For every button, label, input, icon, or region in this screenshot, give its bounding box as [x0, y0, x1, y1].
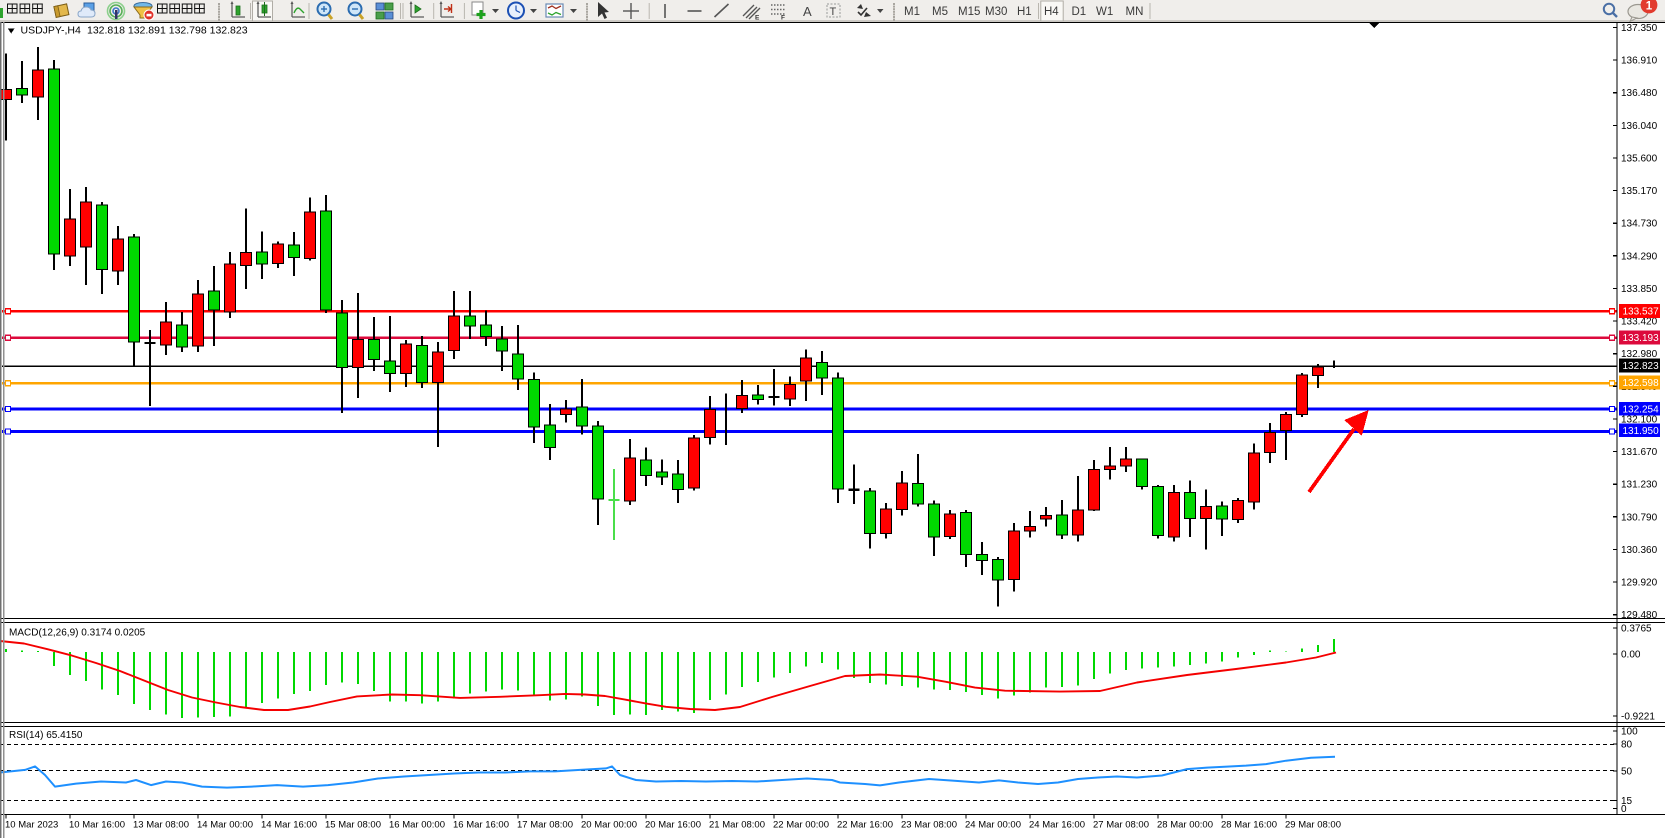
- svg-text:1: 1: [1646, 0, 1653, 12]
- svg-text:14 Mar 16:00: 14 Mar 16:00: [261, 820, 317, 831]
- svg-text:134.290: 134.290: [1621, 251, 1658, 262]
- svg-text:MN: MN: [1126, 6, 1144, 18]
- svg-text:17 Mar 08:00: 17 Mar 08:00: [517, 820, 573, 831]
- svg-text:132.598: 132.598: [1623, 378, 1660, 389]
- svg-text:10 Mar 2023: 10 Mar 2023: [5, 820, 58, 831]
- svg-text:21 Mar 08:00: 21 Mar 08:00: [709, 820, 765, 831]
- svg-text:133.420: 133.420: [1621, 317, 1658, 328]
- svg-text:29 Mar 08:00: 29 Mar 08:00: [1285, 820, 1341, 831]
- svg-text:T: T: [830, 6, 837, 18]
- svg-text:20 Mar 00:00: 20 Mar 00:00: [581, 820, 637, 831]
- svg-text:0.00: 0.00: [1621, 650, 1641, 661]
- svg-text:D1: D1: [1072, 6, 1087, 18]
- svg-text:136.480: 136.480: [1621, 88, 1658, 99]
- svg-text:135.600: 135.600: [1621, 153, 1658, 164]
- svg-text:28 Mar 16:00: 28 Mar 16:00: [1221, 820, 1277, 831]
- svg-text:10 Mar 16:00: 10 Mar 16:00: [69, 820, 125, 831]
- svg-text:129.920: 129.920: [1621, 578, 1658, 589]
- svg-text:USDJPY-,H4: USDJPY-,H4: [21, 25, 81, 37]
- svg-text:H4: H4: [1044, 6, 1059, 18]
- svg-text:14 Mar 00:00: 14 Mar 00:00: [197, 820, 253, 831]
- svg-text:100: 100: [1621, 727, 1638, 738]
- svg-text:134.730: 134.730: [1621, 219, 1658, 230]
- svg-text:0.3765: 0.3765: [1621, 624, 1652, 635]
- svg-text:M30: M30: [985, 6, 1007, 18]
- svg-text:136.040: 136.040: [1621, 121, 1658, 132]
- svg-text:0: 0: [1621, 804, 1627, 815]
- svg-text:132.254: 132.254: [1623, 404, 1660, 415]
- svg-text:130.790: 130.790: [1621, 512, 1658, 523]
- svg-text:16 Mar 16:00: 16 Mar 16:00: [453, 820, 509, 831]
- svg-text:E: E: [755, 15, 760, 22]
- svg-text:27 Mar 08:00: 27 Mar 08:00: [1093, 820, 1149, 831]
- svg-text:A: A: [803, 4, 812, 19]
- svg-text:16 Mar 00:00: 16 Mar 00:00: [389, 820, 445, 831]
- svg-text:F: F: [781, 15, 785, 22]
- svg-text:133.537: 133.537: [1623, 307, 1660, 318]
- svg-text:22 Mar 16:00: 22 Mar 16:00: [837, 820, 893, 831]
- svg-text:13 Mar 08:00: 13 Mar 08:00: [133, 820, 189, 831]
- svg-text:80: 80: [1621, 740, 1633, 751]
- svg-text:130.360: 130.360: [1621, 545, 1658, 556]
- svg-text:RSI(14) 65.4150: RSI(14) 65.4150: [9, 730, 83, 741]
- svg-text:50: 50: [1621, 767, 1633, 778]
- svg-text:20 Mar 16:00: 20 Mar 16:00: [645, 820, 701, 831]
- svg-text:136.910: 136.910: [1621, 56, 1658, 67]
- svg-text:MACD(12,26,9) 0.3174 0.0205: MACD(12,26,9) 0.3174 0.0205: [9, 628, 146, 639]
- svg-text:15: 15: [1621, 796, 1633, 807]
- svg-text:135.170: 135.170: [1621, 186, 1658, 197]
- svg-text:129.480: 129.480: [1621, 610, 1658, 621]
- svg-text:131.950: 131.950: [1623, 426, 1660, 437]
- svg-text:24 Mar 00:00: 24 Mar 00:00: [965, 820, 1021, 831]
- svg-text:132.100: 132.100: [1621, 414, 1658, 425]
- svg-text:28 Mar 00:00: 28 Mar 00:00: [1157, 820, 1213, 831]
- svg-text:M15: M15: [958, 6, 980, 18]
- svg-text:132.818 132.891 132.798 132.82: 132.818 132.891 132.798 132.823: [87, 25, 248, 37]
- svg-text:24 Mar 16:00: 24 Mar 16:00: [1029, 820, 1085, 831]
- svg-text:131.670: 131.670: [1621, 447, 1658, 458]
- svg-text:15 Mar 08:00: 15 Mar 08:00: [325, 820, 381, 831]
- svg-text:W1: W1: [1096, 6, 1113, 18]
- svg-text:-0.9221: -0.9221: [1621, 712, 1655, 723]
- svg-text:137.350: 137.350: [1621, 23, 1658, 34]
- svg-text:133.850: 133.850: [1621, 284, 1658, 295]
- svg-text:23 Mar 08:00: 23 Mar 08:00: [901, 820, 957, 831]
- svg-text:M1: M1: [904, 6, 920, 18]
- svg-text:132.823: 132.823: [1623, 361, 1660, 372]
- svg-text:22 Mar 00:00: 22 Mar 00:00: [773, 820, 829, 831]
- svg-text:132.980: 132.980: [1621, 349, 1658, 360]
- svg-text:H1: H1: [1017, 6, 1032, 18]
- svg-text:131.230: 131.230: [1621, 480, 1658, 491]
- svg-text:133.193: 133.193: [1623, 333, 1660, 344]
- svg-text:M5: M5: [932, 6, 948, 18]
